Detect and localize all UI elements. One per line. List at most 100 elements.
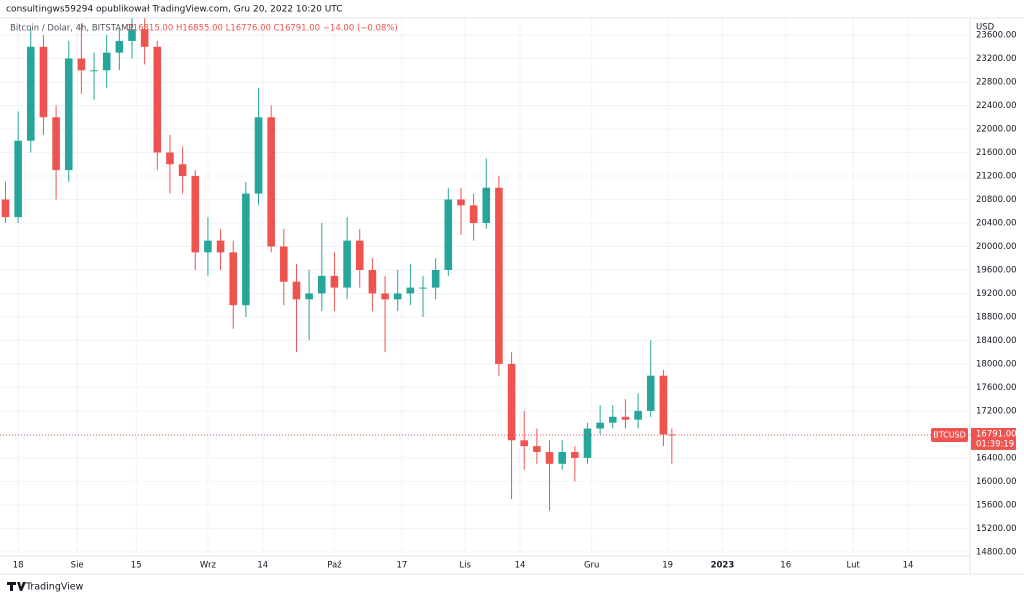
candle-body xyxy=(431,269,440,288)
y-tick-label: 23200.00 xyxy=(976,54,1017,64)
y-tick-label: 15600.00 xyxy=(976,500,1017,510)
candle-body xyxy=(545,452,554,464)
publish-info: consultingws59294 opublikował TradingVie… xyxy=(6,5,343,15)
y-tick-label: 17200.00 xyxy=(976,406,1017,416)
y-tick-label: 14800.00 xyxy=(976,547,1017,557)
x-tick-label: 16 xyxy=(780,561,791,571)
candle-body xyxy=(242,193,250,306)
candle-body xyxy=(77,58,86,71)
y-tick-label: 21200.00 xyxy=(976,171,1017,181)
candle-body xyxy=(140,29,149,47)
candle-body xyxy=(507,363,516,441)
candle-body xyxy=(419,287,427,289)
x-tick-label: 2023 xyxy=(711,561,735,571)
candle-body xyxy=(191,175,200,253)
candle-body xyxy=(52,117,60,171)
y-tick-label: 23600.00 xyxy=(976,31,1017,41)
candle-body xyxy=(267,117,275,247)
candle-body xyxy=(317,275,326,294)
candle-body xyxy=(393,293,402,300)
candle-body xyxy=(102,52,111,71)
y-tick-label: 20800.00 xyxy=(976,195,1017,205)
x-tick-label: Lis xyxy=(459,561,471,571)
candle-body xyxy=(558,452,566,464)
candle-body xyxy=(596,422,604,429)
y-tick-label: 20000.00 xyxy=(976,242,1017,252)
candle-body xyxy=(330,275,339,288)
candle-body xyxy=(14,140,22,218)
y-tick-label: 21600.00 xyxy=(976,148,1017,158)
candle-body xyxy=(26,46,35,141)
candle-body xyxy=(254,117,263,194)
candle-body xyxy=(608,416,617,423)
y-tick-label: 22000.00 xyxy=(976,125,1017,135)
countdown-label: 01:39:19 xyxy=(976,439,1014,449)
x-tick-label: 15 xyxy=(131,561,142,571)
candle-body xyxy=(668,434,676,436)
symbol-badge-label: BTCUSD xyxy=(933,430,966,439)
candle-body xyxy=(520,440,529,447)
candle-body xyxy=(368,269,377,294)
candle-body xyxy=(621,416,630,420)
candle-body xyxy=(305,293,313,300)
candle-body xyxy=(229,252,238,306)
y-tick-label: 22400.00 xyxy=(976,101,1017,111)
symbol-badge xyxy=(931,427,968,442)
x-tick-label: Lut xyxy=(847,561,861,571)
candle-body xyxy=(583,428,592,458)
symbol-label: Bitcoin / Dolar, 4h, BITSTAMP xyxy=(10,24,134,34)
candle-body xyxy=(178,164,187,176)
candle-body xyxy=(533,446,541,453)
candle-body xyxy=(571,452,579,458)
grid xyxy=(0,18,970,556)
x-tick-label: Paź xyxy=(327,561,342,571)
y-tick-label: 16000.00 xyxy=(976,477,1017,487)
y-tick-label: 22800.00 xyxy=(976,78,1017,88)
candle-body xyxy=(64,58,73,171)
candle-body xyxy=(469,205,478,223)
y-tick-label: 16400.00 xyxy=(976,453,1017,463)
branding: TradingView xyxy=(7,582,84,593)
candle-body xyxy=(204,240,212,253)
candle-body xyxy=(216,240,225,253)
x-tick-label: 17 xyxy=(397,561,408,571)
candle-body xyxy=(166,152,174,165)
candle-body xyxy=(457,199,465,206)
candle-body xyxy=(646,375,655,411)
y-tick-label: 19600.00 xyxy=(976,265,1017,275)
candle-body xyxy=(381,293,389,300)
y-tick-label: 20400.00 xyxy=(976,218,1017,228)
price-badge xyxy=(971,427,1016,450)
logo xyxy=(7,582,26,591)
candle-body xyxy=(444,199,453,270)
y-tick-label: 19200.00 xyxy=(976,289,1017,299)
axis-unit: USD xyxy=(976,23,995,33)
y-tick-label: 17600.00 xyxy=(976,383,1017,393)
ohlc-legend: O16815.00 H16855.00 L16776.00 C16791.00 … xyxy=(126,24,398,34)
candle-body xyxy=(39,46,48,118)
price-badge-label: 16791.00 xyxy=(976,429,1017,439)
candle-body xyxy=(406,287,415,294)
x-tick-label: 14 xyxy=(257,561,268,571)
x-tick-label: 18 xyxy=(13,561,24,571)
candle-body xyxy=(482,187,491,223)
candle-body xyxy=(659,375,668,435)
x-tick-label: Gru xyxy=(584,561,599,571)
brand-name: TradingView xyxy=(25,582,84,593)
y-tick-label: 15200.00 xyxy=(976,524,1017,534)
x-tick-label: Wrz xyxy=(200,561,217,571)
candle-body xyxy=(280,246,288,282)
candle-body xyxy=(343,240,351,288)
candle-body xyxy=(153,46,162,153)
candle-body xyxy=(355,240,364,270)
x-tick-label: 19 xyxy=(662,561,673,571)
x-tick-label: 14 xyxy=(515,561,526,571)
candle-body xyxy=(115,40,124,53)
candle-body xyxy=(292,281,301,300)
candle-body xyxy=(90,70,98,72)
candle-body xyxy=(634,410,642,420)
x-tick-label: Sie xyxy=(71,561,84,571)
x-tick-label: 14 xyxy=(903,561,914,571)
y-tick-label: 18800.00 xyxy=(976,312,1017,322)
